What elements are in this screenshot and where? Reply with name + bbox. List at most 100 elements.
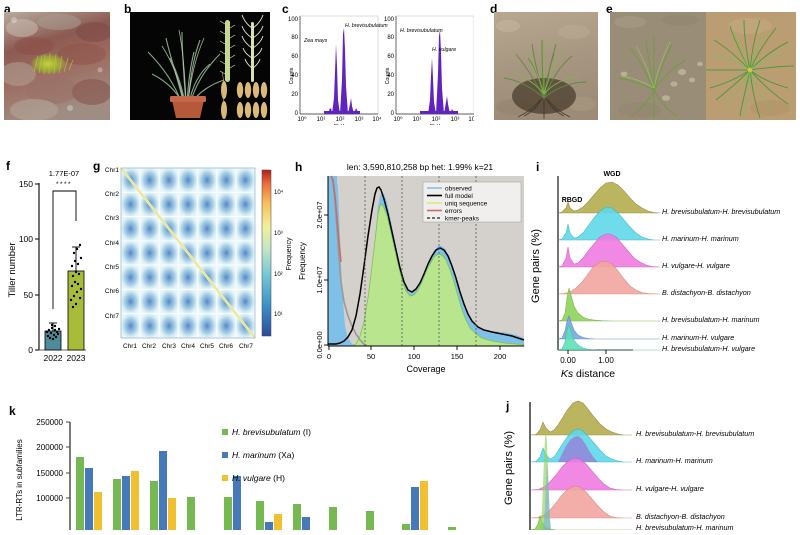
panel-letter-c: c (282, 2, 289, 16)
panel-k-legend-italic-3: H. vulgare (232, 473, 271, 483)
panel-g-row-chr4: Chr4 (105, 240, 119, 247)
svg-text:10⁴: 10⁴ (468, 116, 474, 123)
panel-i-ridge-7 (557, 322, 660, 351)
panel-c-left-sample-label: H. brevisubulatum (345, 23, 388, 29)
panel-j-overlap-purple (558, 436, 598, 462)
panel-letter-a: a (4, 2, 11, 16)
panel-h-xtick-150: 150 (451, 352, 464, 361)
panel-j-ks-ridgeline: Gene pairs (%) H. brevisubulatum-H. brev… (500, 398, 800, 532)
panel-d-photo (494, 12, 598, 120)
svg-text:60: 60 (387, 54, 394, 60)
panel-h-legend-errors: errors (445, 208, 463, 215)
panel-k-ytick-150000: 150000 (36, 469, 63, 478)
panel-k-legend-plain-1: (I) (301, 427, 312, 437)
panel-i-ridge-1 (557, 181, 661, 214)
panel-j-ridge-3 (529, 457, 632, 491)
panel-h-xtick-200: 200 (494, 352, 507, 361)
svg-text:40: 40 (291, 73, 298, 79)
panel-letter-g: g (93, 159, 101, 173)
panel-h-legend-fullmodel: full model (445, 193, 473, 200)
panel-i-xtick-1: 1.00 (598, 356, 614, 365)
svg-text:100: 100 (384, 17, 395, 23)
panel-c-right-ref-label: H. vulgare (432, 47, 456, 53)
panel-k-legend-swatch-1 (222, 429, 228, 435)
svg-text:20: 20 (291, 92, 298, 98)
panel-i-label-6: H. marinum-H. vulgare (662, 333, 734, 342)
panel-k-legend-label-3: H. vulgare (H) (232, 473, 285, 483)
panel-g-hic-heatmap: Chr1 Chr2 Chr3 Chr4 Chr5 Chr6 Chr7 Chr1 … (88, 158, 293, 383)
panel-h-uniq-curve (351, 203, 525, 347)
panel-b-photo (130, 12, 270, 120)
panel-h-title: len: 3,590,810,258 bp het: 1.99% k=21 (347, 162, 494, 172)
panel-j-label-1: H. brevisubulatum-H. brevisubulatum (636, 429, 754, 438)
panel-h-xtick-50: 50 (367, 352, 375, 361)
panel-g-cbar-tick-1e2: 10² (274, 272, 283, 278)
panel-i-annotation-wgd: WGD (603, 171, 620, 178)
panel-g-row-chr2: Chr2 (105, 191, 119, 198)
panel-h-fullmodel-curve (328, 186, 525, 345)
panel-letter-k: k (9, 404, 16, 418)
panel-h-xtick-100: 100 (408, 352, 421, 361)
panel-g-cbar-tick-1e4: 10⁴ (274, 189, 284, 196)
panel-g-row-chr7: Chr7 (105, 313, 119, 320)
panel-g-cbar-tick-1e1: 10¹ (274, 312, 283, 318)
panel-letter-i: i (536, 160, 540, 174)
panel-h-legend-kmerpeaks: kmer-peaks (445, 216, 480, 223)
panel-g-row-chr3: Chr3 (105, 215, 119, 222)
panel-e-photo (610, 12, 796, 120)
panel-i-ks-ridgeline: Gene pairs (%) RBGD WGD H. brevisubulatu… (528, 158, 800, 386)
svg-text:10³: 10³ (451, 117, 460, 123)
panel-h-genomescope: len: 3,590,810,258 bp het: 1.99% k=21 (292, 158, 532, 386)
panel-g-cbar-tick-1e3: 10³ (274, 231, 283, 237)
panel-h-ytick-1e7: 1.0e+07 (315, 266, 324, 293)
panel-k-bars (76, 451, 456, 535)
svg-text:10¹: 10¹ (413, 117, 422, 123)
panel-k-legend: H. brevisubulatum (I) H. marinum (Xa) H.… (222, 427, 311, 483)
svg-text:10²: 10² (432, 117, 441, 123)
panel-g-col-chr7: Chr7 (239, 343, 253, 350)
panel-j-rbgd-spike-blue (543, 462, 551, 530)
svg-text:20: 20 (387, 92, 394, 98)
panel-c-right-sample-label: H. brevisubulatum (400, 28, 443, 34)
panel-h-legend-uniq: uniq sequence (445, 201, 488, 208)
panel-h-ylabel: Frequency (298, 242, 307, 280)
panel-j-label-4: B. distachyon-B. distachyon (636, 512, 725, 521)
panel-k-ltr-bar-chart: 250000 200000 150000 100000 LTR-RTs in s… (0, 400, 505, 535)
panel-g-col-chr6: Chr6 (219, 343, 233, 350)
panel-g-colorbar (261, 169, 272, 337)
panel-f-xtick-2022: 2022 (44, 353, 63, 363)
panel-j-label-3: H. vulgare-H. vulgare (636, 484, 704, 493)
panel-g-row-chr6: Chr6 (105, 288, 119, 295)
panel-a-photo (4, 12, 110, 120)
panel-letter-d: d (490, 2, 498, 16)
panel-j-label-2: H. marinum-H. marinum (636, 456, 713, 465)
panel-g-col-chr3: Chr3 (162, 343, 176, 350)
svg-text:10¹: 10¹ (317, 117, 326, 123)
panel-g-colorbar-label: Frequency (286, 237, 293, 271)
panel-h-xlabel: Coverage (406, 364, 445, 374)
panel-c-left-xlabel: PI-H (334, 124, 345, 125)
svg-text:10³: 10³ (355, 117, 364, 123)
panel-k-legend-swatch-2 (222, 452, 228, 458)
svg-text:10⁰: 10⁰ (297, 116, 307, 123)
svg-text:60: 60 (291, 54, 298, 60)
panel-k-legend-plain-3: (H) (271, 473, 285, 483)
panel-h-legend: observed full model uniq sequence errors… (422, 181, 522, 223)
panel-letter-h: h (295, 160, 303, 174)
panel-f-significance: **** (56, 181, 72, 188)
panel-j-label-5: H. brevisubulatum-H. marinum (636, 523, 733, 530)
svg-text:40: 40 (387, 73, 394, 79)
panel-i-label-3: H. vulgare-H. vulgare (662, 261, 730, 270)
svg-text:10²: 10² (336, 117, 345, 123)
panel-g-row-chr5: Chr5 (105, 264, 119, 271)
panel-c-flow-cytometry: 10⁰ 10¹ 10² 10³ 10⁴ 0 20 40 60 80 100 H. brevis… (284, 10, 478, 130)
panel-k-legend-label-2: H. marinum (Xa) (232, 450, 295, 460)
panel-c-left-ylabel: Counts (289, 67, 295, 84)
panel-f-ytick-50: 50 (24, 290, 34, 300)
panel-i-label-2: H. marinum-H. marinum (662, 234, 739, 243)
panel-f-tiller-chart: 0 50 100 150 Tiller number **** 1.77E-07… (6, 158, 92, 383)
panel-letter-b: b (124, 2, 132, 16)
panel-j-ridge-1 (529, 400, 632, 436)
svg-text:0: 0 (391, 111, 395, 117)
panel-i-ridge-4 (557, 260, 661, 295)
